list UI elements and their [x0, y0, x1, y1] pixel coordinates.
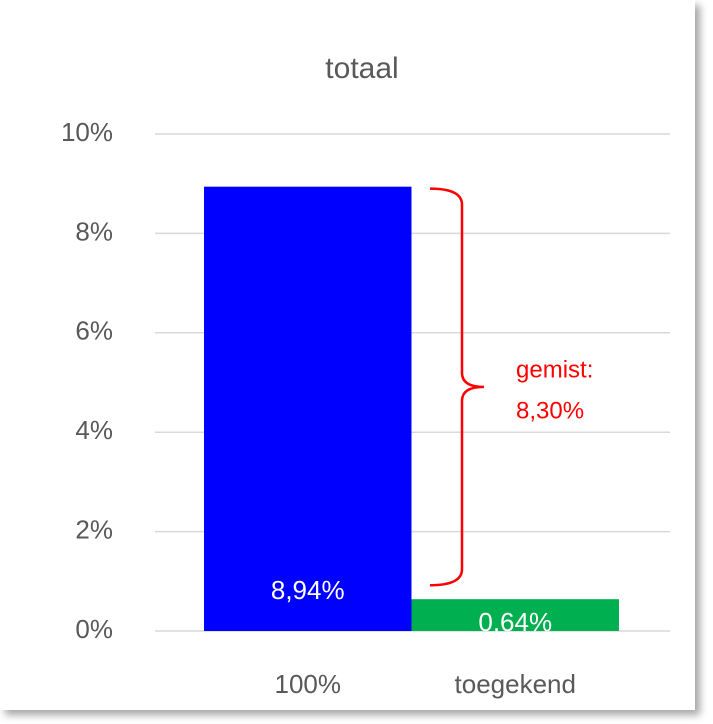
brace: [429, 187, 485, 587]
x-tick-label: toegekend: [455, 669, 576, 699]
y-tick-label: 8%: [75, 216, 113, 246]
y-tick-label: 0%: [75, 614, 113, 644]
bar: [411, 599, 619, 631]
y-tick-label: 2%: [75, 514, 113, 544]
value-label: 0,64%: [478, 607, 552, 637]
y-tick-label: 6%: [75, 316, 113, 346]
y-tick-label: 10%: [61, 117, 113, 147]
annotation: 8,30%: [516, 397, 584, 424]
chart-title: totaal: [325, 52, 398, 85]
x-tick-label: 100%: [275, 669, 342, 699]
y-tick-label: 4%: [75, 415, 113, 445]
value-label: 8,94%: [271, 575, 345, 605]
bar: [204, 186, 412, 631]
annotation: gemist:: [516, 356, 593, 383]
